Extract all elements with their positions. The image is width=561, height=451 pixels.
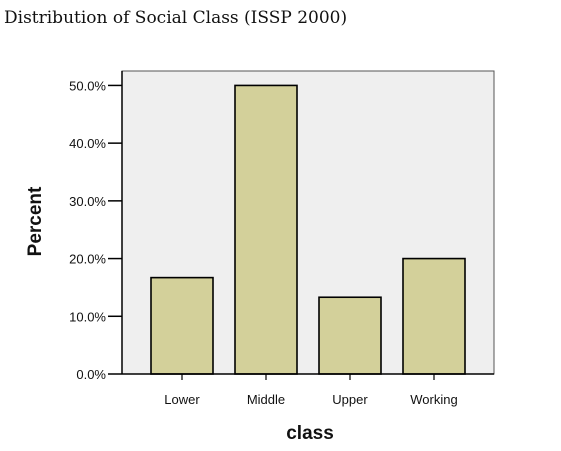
x-tick-label: Lower bbox=[164, 392, 200, 407]
x-axis-title: class bbox=[286, 423, 334, 444]
bar-lower bbox=[150, 276, 214, 375]
y-tick-label: 20.0% bbox=[69, 252, 106, 267]
bar-working bbox=[402, 257, 466, 375]
chart-title: Distribution of Social Class (ISSP 2000) bbox=[4, 8, 348, 28]
x-tick-label: Middle bbox=[247, 392, 285, 407]
x-axis: Lower Middle Upper Working bbox=[122, 373, 494, 407]
y-axis-title: Percent bbox=[25, 186, 46, 256]
bar-upper bbox=[318, 296, 382, 375]
x-tick-label: Upper bbox=[332, 392, 368, 407]
bar-middle bbox=[234, 84, 298, 375]
bars bbox=[150, 84, 466, 375]
y-tick-label: 10.0% bbox=[69, 309, 106, 324]
y-tick-label: 50.0% bbox=[69, 78, 106, 93]
y-tick-label: 30.0% bbox=[69, 194, 106, 209]
y-tick-label: 40.0% bbox=[69, 136, 106, 151]
y-axis: 0.0% 10.0% 20.0% 30.0% 40.0% 50.0% bbox=[69, 71, 123, 382]
y-tick-label: 0.0% bbox=[76, 367, 106, 382]
x-tick-label: Working bbox=[410, 392, 457, 407]
